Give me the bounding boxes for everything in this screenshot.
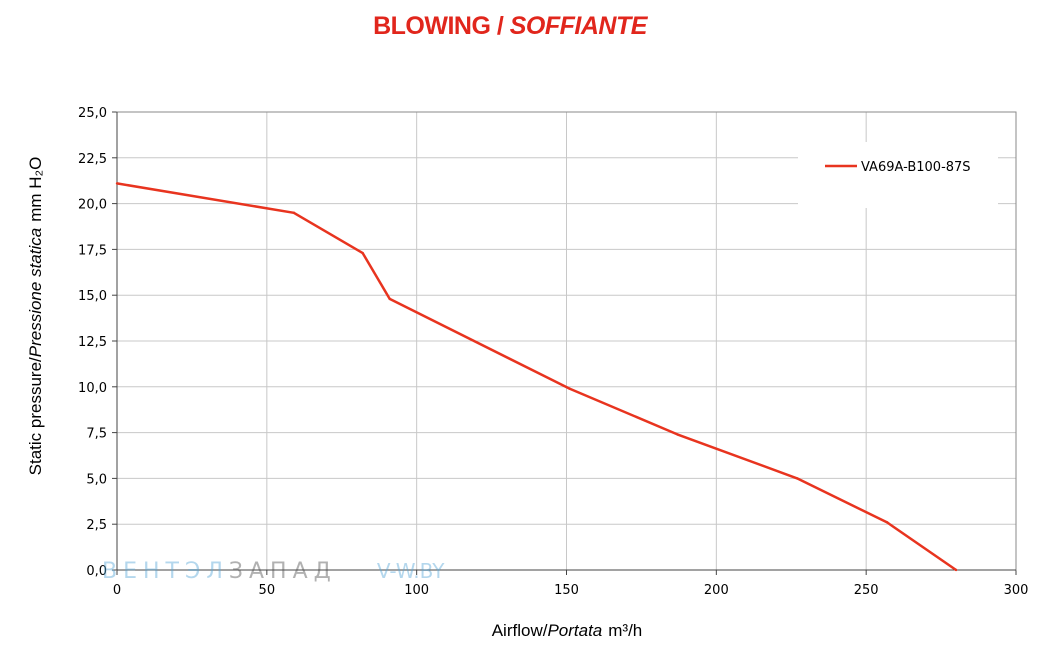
data-point xyxy=(361,251,364,255)
data-point xyxy=(115,182,119,185)
data-point xyxy=(885,521,889,524)
y-tick-label: 5,0 xyxy=(86,472,107,487)
y-axis-title-unit: mm H₂O xyxy=(26,157,45,222)
y-tick-label: 20,0 xyxy=(78,198,107,213)
watermark: ВЕНТЭЛЗАПАД V-W.BY xyxy=(102,559,445,584)
y-tick-label: 15,0 xyxy=(78,289,107,304)
y-tick-label: 17,5 xyxy=(78,243,107,258)
x-axis-title-italic: Portata xyxy=(547,621,602,640)
x-axis-title: Airflow/Portata m³/h xyxy=(492,621,643,640)
x-tick-label: 100 xyxy=(404,583,429,598)
x-axis-title-main: Airflow/ xyxy=(492,621,548,640)
y-tick-label: 22,5 xyxy=(78,152,107,167)
legend-label: VA69A-B100-87S xyxy=(861,160,971,175)
chart-title: BLOWING / SOFFIANTE xyxy=(0,12,1020,41)
data-point xyxy=(292,211,296,214)
x-axis-title-unit: m³/h xyxy=(608,621,642,640)
data-point xyxy=(676,433,679,436)
y-tick-label: 10,0 xyxy=(78,381,107,396)
data-point xyxy=(954,568,958,572)
data-point xyxy=(796,477,799,480)
y-axis-title-main: Static pressure/ xyxy=(26,357,45,475)
axes xyxy=(112,111,1017,575)
y-tick-label: 7,5 xyxy=(86,427,107,442)
y-tick-label: 0,0 xyxy=(86,564,107,579)
x-tick-label: 0 xyxy=(113,583,121,598)
y-tick-labels: 0,0 2,5 5,0 7,5 10,0 12,5 15,0 17,5 20,0 22,5 25,0 xyxy=(78,106,107,579)
legend: VA69A-B100-87S xyxy=(798,142,998,208)
x-tick-label: 50 xyxy=(259,583,276,598)
y-tick-label: 25,0 xyxy=(78,106,107,121)
series-layer xyxy=(115,182,958,572)
data-point xyxy=(388,297,391,301)
y-tick-label: 2,5 xyxy=(86,518,107,533)
legend-box xyxy=(798,142,998,208)
x-tick-label: 200 xyxy=(704,583,729,598)
watermark-part2: ЗАПАД xyxy=(229,559,337,584)
y-axis-title: Static pressure/Pressione statica mm H₂O xyxy=(26,157,45,476)
x-tick-label: 150 xyxy=(554,583,579,598)
y-axis-title-italic: Pressione statica xyxy=(26,228,45,357)
chart-title-main: BLOWING / xyxy=(373,12,504,40)
series-line xyxy=(116,182,957,572)
chart-title-italic: SOFFIANTE xyxy=(509,12,648,40)
y-tick-label: 12,5 xyxy=(78,335,107,350)
data-point xyxy=(568,387,571,390)
x-tick-labels: 0 50 100 150 200 250 300 xyxy=(113,583,1029,598)
x-tick-label: 250 xyxy=(854,583,879,598)
watermark-part1: ВЕНТЭЛ xyxy=(102,559,229,584)
x-tick-label: 300 xyxy=(1004,583,1029,598)
watermark-part3: V-W.BY xyxy=(377,559,445,583)
